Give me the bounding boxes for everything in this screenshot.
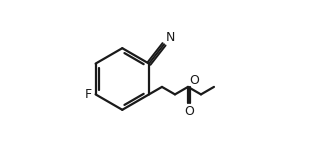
Text: F: F (85, 88, 92, 101)
Text: N: N (166, 30, 175, 43)
Text: O: O (184, 105, 194, 118)
Text: O: O (190, 74, 199, 87)
